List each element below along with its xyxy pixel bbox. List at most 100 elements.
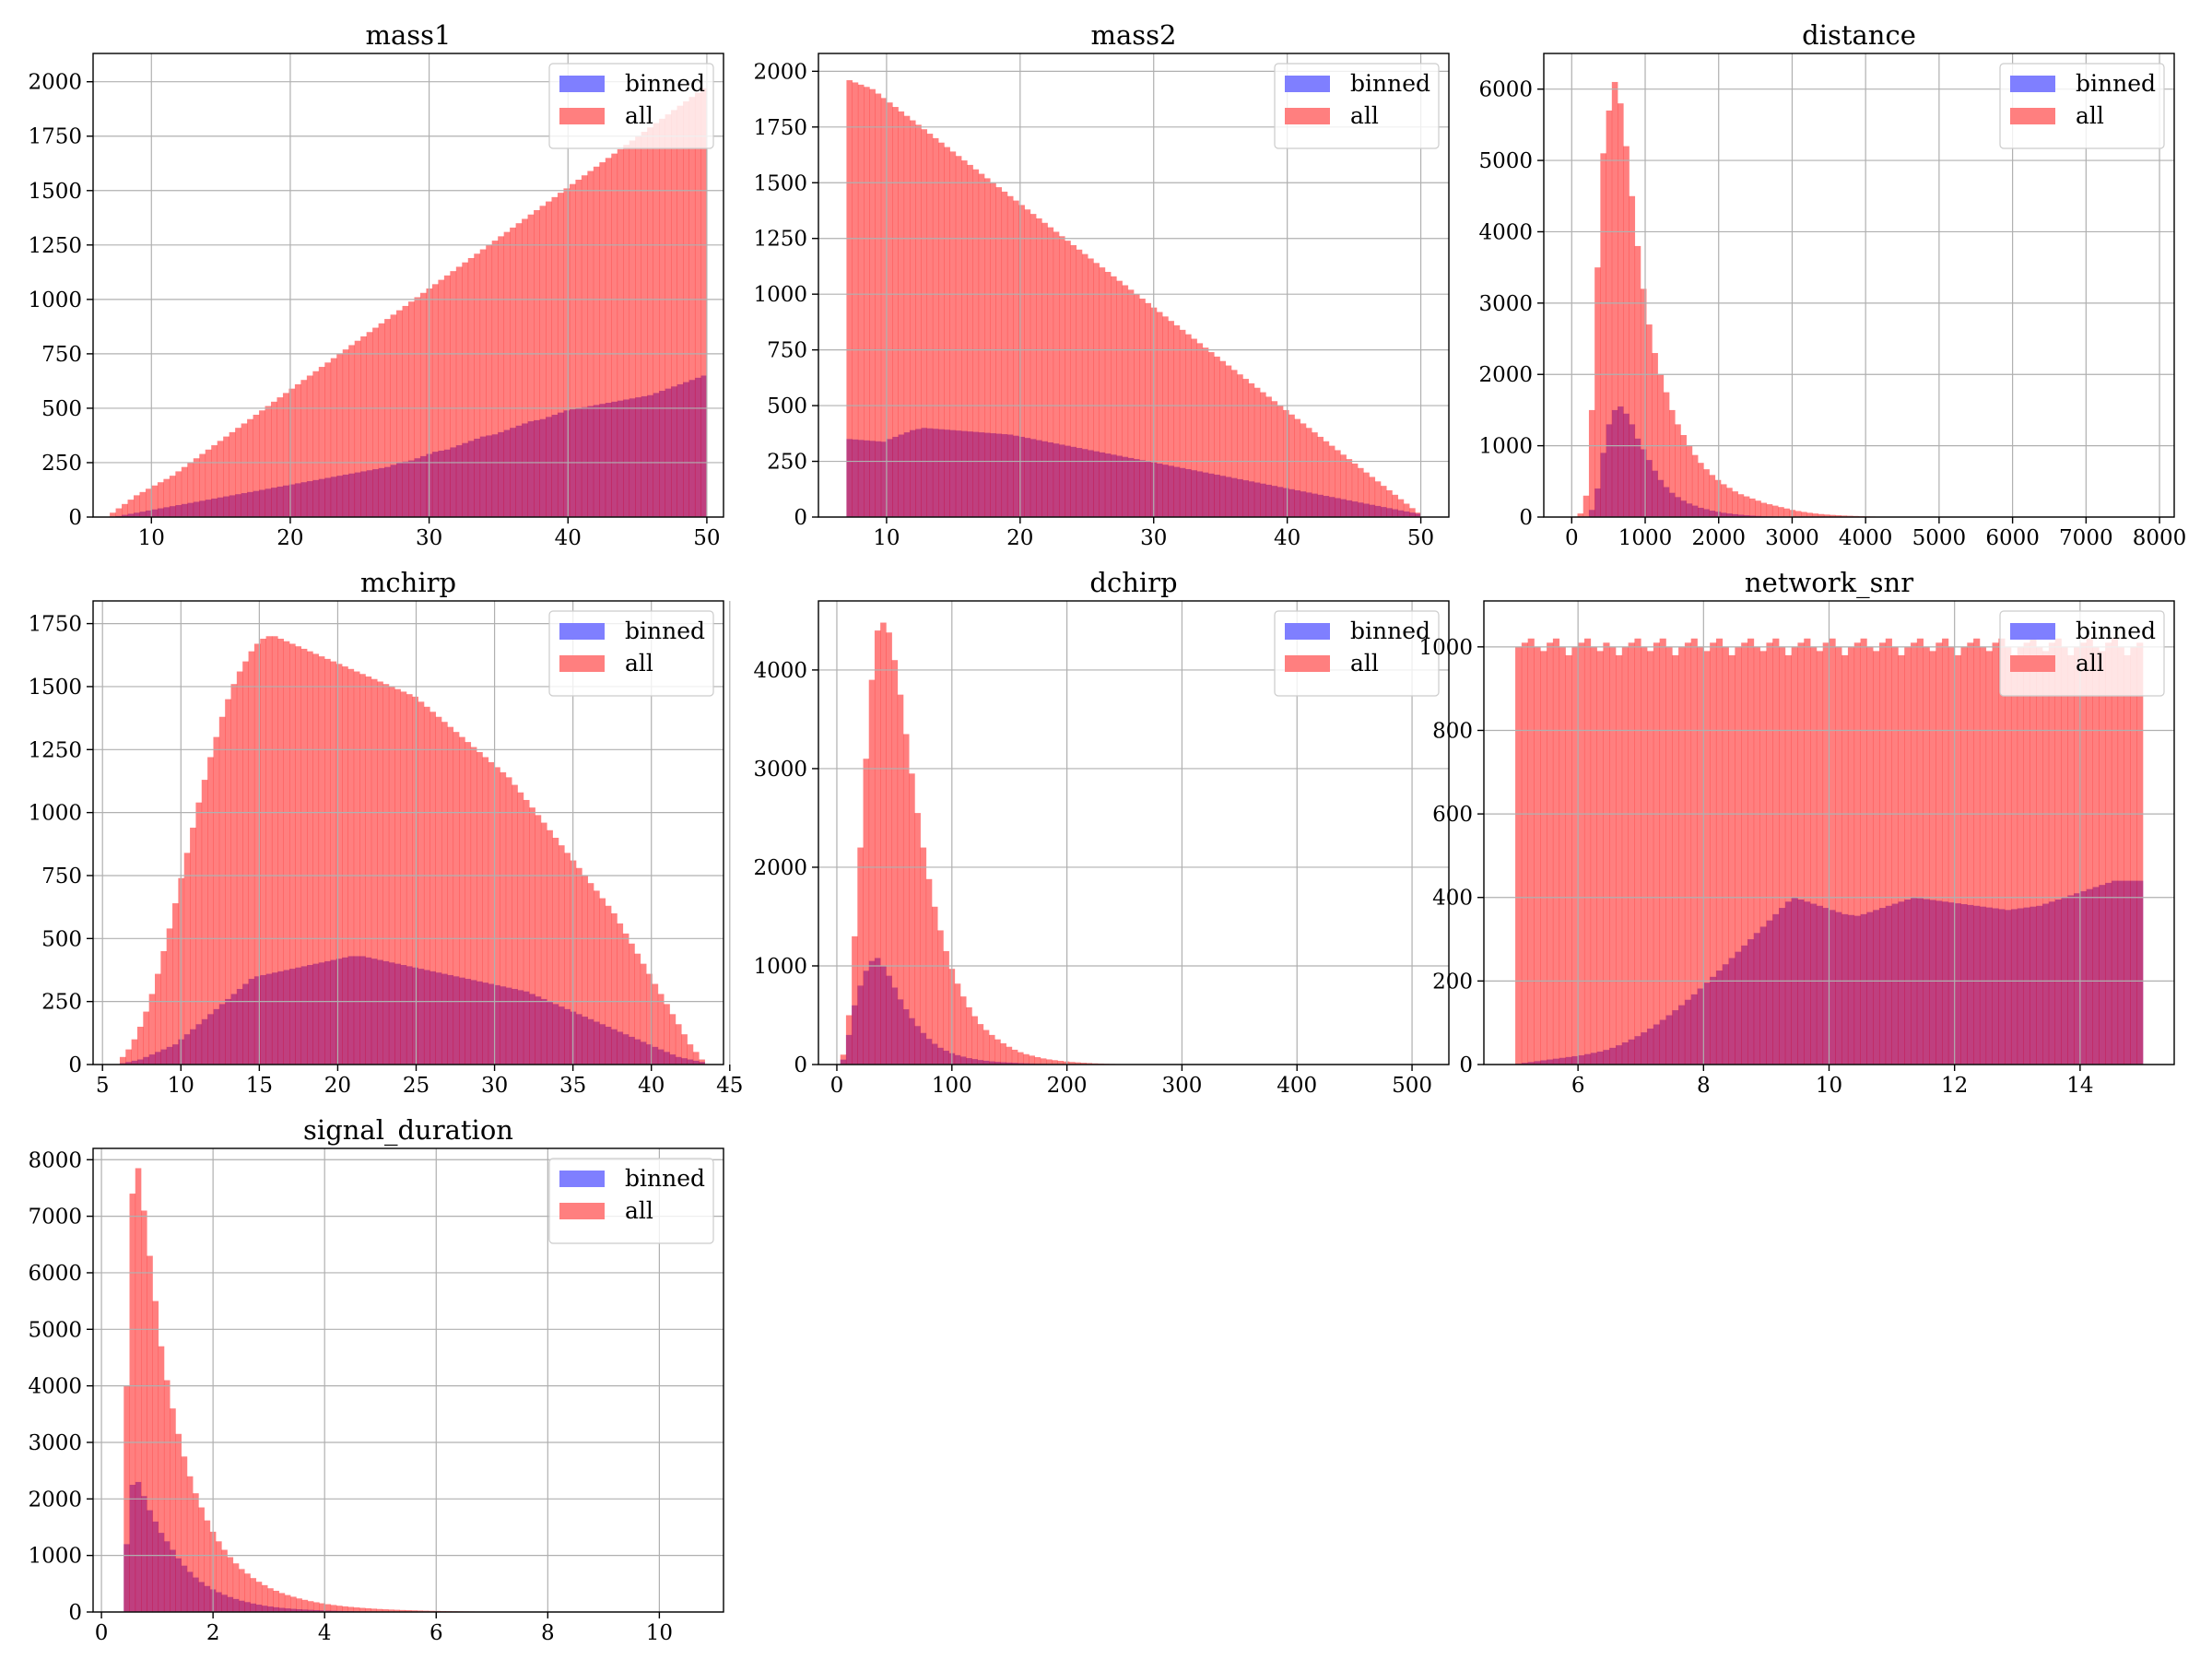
bar-all — [384, 319, 391, 517]
legend-swatch-all — [2010, 655, 2055, 672]
bar-all — [1911, 642, 1918, 1065]
bar-all — [1652, 353, 1658, 517]
bar-all — [1271, 401, 1278, 517]
y-tick-label: 0 — [794, 506, 807, 530]
y-tick-label: 1750 — [753, 116, 807, 140]
bar-all — [429, 712, 436, 1065]
y-tick-label: 0 — [68, 1601, 82, 1625]
bar-all — [148, 994, 156, 1065]
bar-all — [1392, 494, 1398, 517]
bar-all — [1260, 392, 1266, 517]
bar-all — [418, 701, 425, 1065]
bar-all — [1104, 271, 1112, 517]
bar-all — [1710, 642, 1717, 1065]
bar-all — [278, 1593, 286, 1612]
x-tick-label: 14 — [2066, 1074, 2093, 1098]
bar-all — [296, 1598, 302, 1612]
bar-all — [241, 423, 248, 517]
bar-all — [563, 188, 571, 517]
bar-all — [1248, 382, 1255, 517]
bar-all — [852, 935, 858, 1065]
bar-all — [453, 732, 460, 1065]
bar-all — [623, 145, 630, 517]
bar-all — [1749, 498, 1756, 517]
bar-all — [371, 1608, 377, 1612]
bar-all — [335, 1606, 343, 1612]
bar-all — [1606, 110, 1613, 517]
bar-all — [133, 495, 140, 517]
bar-all — [2061, 646, 2068, 1065]
bar-all — [1686, 445, 1693, 517]
bar-all — [1070, 244, 1077, 517]
bar-all — [399, 1609, 406, 1612]
bar-all — [1380, 486, 1387, 517]
bar-all — [1023, 1053, 1030, 1065]
bar-all — [1698, 463, 1704, 517]
legend-swatch-binned — [2010, 623, 2055, 640]
bar-all — [1534, 646, 1541, 1065]
legend-label-binned: binned — [625, 1165, 705, 1192]
y-tick-label: 8000 — [28, 1148, 82, 1172]
bar-all — [1173, 325, 1181, 517]
bar-all — [1323, 441, 1330, 517]
bar-all — [1841, 654, 1849, 1065]
x-tick-label: 8 — [1697, 1074, 1711, 1098]
y-tick-label: 3000 — [28, 1431, 82, 1455]
bar-all — [330, 661, 337, 1065]
bar-all — [1230, 370, 1238, 517]
bar-all — [181, 466, 188, 517]
y-tick-label: 250 — [767, 451, 807, 475]
bar-all — [1732, 491, 1738, 517]
bar-all — [1046, 1059, 1053, 1065]
x-tick-label: 200 — [1047, 1074, 1088, 1098]
bar-all — [529, 807, 535, 1065]
bar-all — [438, 279, 445, 517]
bar-all — [216, 1541, 222, 1612]
bar-all — [261, 1584, 268, 1612]
bar-all — [255, 1582, 263, 1612]
bar-all — [1891, 646, 1899, 1065]
bar-all — [125, 1049, 132, 1065]
bar-all — [394, 688, 401, 1065]
bar-all — [324, 362, 332, 517]
bar-all — [1294, 418, 1301, 517]
x-tick-label: 40 — [555, 526, 582, 550]
bar-all — [1047, 227, 1054, 518]
bar-all — [1823, 514, 1830, 517]
bar-all — [547, 830, 553, 1065]
bar-all — [1242, 379, 1249, 517]
y-tick-label: 1000 — [28, 288, 82, 312]
legend-label-binned: binned — [2076, 618, 2156, 644]
bar-all — [163, 478, 171, 517]
bar-all — [1547, 642, 1554, 1065]
bar-all — [1312, 432, 1318, 517]
x-tick-label: 10 — [1816, 1074, 1842, 1098]
bar-all — [611, 153, 618, 517]
bar-all — [283, 641, 290, 1065]
bar-all — [569, 183, 576, 517]
bar-all — [1080, 1063, 1087, 1065]
bar-all — [218, 716, 226, 1065]
legend-label-binned: binned — [2076, 70, 2156, 97]
chart-title: signal_duration — [303, 1114, 513, 1147]
bar-all — [1835, 646, 1842, 1065]
bar-all — [273, 1591, 279, 1612]
bar-all — [1018, 205, 1025, 517]
bar-all — [423, 706, 430, 1065]
x-tick-label: 40 — [1274, 526, 1300, 550]
bar-all — [1784, 654, 1792, 1065]
bar-all — [500, 771, 507, 1065]
bar-all — [1830, 514, 1836, 517]
bar-all — [575, 179, 582, 517]
bar-all — [1225, 365, 1232, 517]
bar-all — [971, 1016, 978, 1065]
bar-all — [300, 648, 308, 1065]
bar-all — [1283, 409, 1289, 517]
y-tick-label: 1250 — [28, 738, 82, 762]
x-tick-label: 0 — [830, 1074, 844, 1098]
bar-all — [629, 140, 636, 517]
chart-title: network_snr — [1745, 567, 1913, 599]
bar-all — [186, 1476, 194, 1612]
bar-all — [1063, 1061, 1070, 1065]
bar-all — [474, 253, 481, 517]
